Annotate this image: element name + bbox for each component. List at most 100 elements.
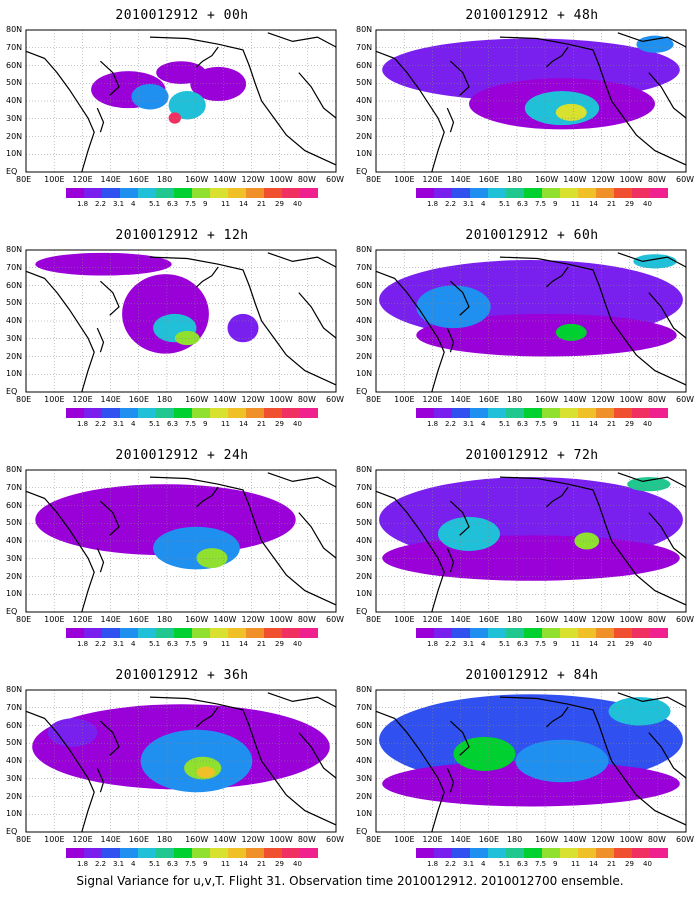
lat-label: 70N — [6, 262, 23, 272]
lat-label: 80N — [356, 465, 373, 474]
colorbar-label: 2.2 — [445, 640, 457, 648]
panel-title: 2010012912 + 60h — [465, 228, 599, 243]
lon-label: 80E — [16, 835, 32, 844]
colorbar-swatch — [650, 188, 668, 198]
lat-label: EQ — [356, 607, 368, 616]
colorbar-swatch — [578, 188, 596, 198]
colorbar-swatch — [102, 188, 120, 198]
colorbar-swatch — [578, 408, 596, 418]
coastline — [99, 60, 120, 96]
variance-region — [453, 736, 516, 771]
colorbar-swatch — [66, 188, 84, 198]
lon-label: 100E — [394, 395, 415, 404]
colorbar-swatch — [210, 408, 228, 418]
lat-label: 70N — [356, 702, 373, 712]
lon-label: 100W — [619, 395, 643, 404]
colorbar — [66, 628, 318, 638]
colorbar-swatch — [434, 628, 452, 638]
colorbar-label: 21 — [257, 640, 266, 648]
lat-label: 60N — [356, 280, 373, 290]
colorbar-swatch — [156, 408, 174, 418]
colorbar-label: 29 — [625, 200, 634, 208]
colorbar-swatch — [84, 188, 102, 198]
lat-label: 30N — [6, 333, 23, 343]
lon-label: 80W — [297, 615, 316, 624]
lat-label: EQ — [6, 827, 18, 836]
lat-label: 50N — [6, 298, 23, 308]
colorbar-swatch — [614, 188, 632, 198]
colorbar-label: 1.8 — [77, 640, 89, 648]
variance-region — [153, 526, 240, 570]
figure-caption: Signal Variance for u,v,T. Flight 31. Ob… — [76, 874, 624, 888]
colorbar-label: 5.1 — [149, 420, 161, 428]
lat-label: 50N — [6, 738, 23, 748]
coastline — [149, 256, 337, 386]
map-plot — [375, 29, 687, 173]
lat-label: 70N — [6, 702, 23, 712]
lon-label: 120W — [241, 835, 265, 844]
lat-label: 30N — [6, 553, 23, 563]
colorbar-label: 3.1 — [113, 860, 125, 868]
colorbar-swatch — [282, 848, 300, 858]
panel-title: 2010012912 + 00h — [115, 8, 249, 23]
colorbar-swatch — [84, 628, 102, 638]
map-panel: 2010012912 + 36h 80N 70N 60N 50N 40N 30N 20N 10N… — [6, 660, 360, 880]
colorbar-swatch — [524, 408, 542, 418]
coastline — [25, 50, 95, 173]
colorbar-label: 1.8 — [427, 200, 439, 208]
lon-label: 120E — [422, 615, 443, 624]
map-plot — [25, 29, 337, 173]
colorbar-label: 21 — [257, 200, 266, 208]
lat-label: 80N — [6, 465, 23, 474]
colorbar-label: 2.2 — [95, 860, 107, 868]
colorbar-label: 14 — [239, 420, 248, 428]
coastline — [196, 486, 219, 508]
colorbar-label: 7.5 — [535, 420, 547, 428]
colorbar-swatch — [210, 628, 228, 638]
colorbar-label: 9 — [203, 640, 208, 648]
colorbar-label: 40 — [293, 420, 302, 428]
lon-label: 100W — [269, 615, 293, 624]
lat-label: 70N — [356, 262, 373, 272]
panel-title: 2010012912 + 12h — [115, 228, 249, 243]
panel-title: 2010012912 + 72h — [465, 448, 599, 463]
colorbar-swatch — [488, 188, 506, 198]
coastline — [375, 270, 445, 393]
colorbar-label: 5.1 — [499, 420, 511, 428]
colorbar-label: 29 — [275, 420, 284, 428]
lat-label: 70N — [6, 42, 23, 52]
colorbar-swatch — [452, 848, 470, 858]
colorbar-label: 6.3 — [517, 200, 529, 208]
lat-label: 80N — [6, 245, 23, 254]
colorbar-swatch — [596, 848, 614, 858]
colorbar-swatch — [282, 188, 300, 198]
colorbar-swatch — [138, 628, 156, 638]
lat-label: 50N — [356, 298, 373, 308]
colorbar-swatch — [650, 408, 668, 418]
lon-label: 160W — [535, 395, 559, 404]
coastline — [196, 266, 219, 288]
colorbar-label: 5.1 — [499, 860, 511, 868]
colorbar-swatch — [120, 188, 138, 198]
lon-label: 120E — [422, 175, 443, 184]
colorbar-label: 3.1 — [113, 420, 125, 428]
coastline — [499, 476, 687, 606]
lon-label: 100W — [619, 175, 643, 184]
variance-region — [196, 548, 228, 568]
variance-region — [174, 330, 200, 346]
lat-label: 20N — [356, 571, 373, 581]
colorbar-label: 2.2 — [95, 640, 107, 648]
lon-label: 120W — [241, 615, 265, 624]
coastline — [449, 500, 470, 536]
colorbar-swatch — [174, 188, 192, 198]
colorbar-swatch — [174, 628, 192, 638]
lon-label: 80W — [297, 835, 316, 844]
lon-label: 80E — [16, 615, 32, 624]
colorbar-label: 29 — [275, 860, 284, 868]
lat-label: 10N — [356, 369, 373, 379]
coastline — [449, 720, 470, 756]
colorbar-label: 2.2 — [95, 420, 107, 428]
lon-label: 160E — [128, 395, 150, 404]
lon-label: 160E — [478, 835, 500, 844]
colorbar-label: 29 — [275, 200, 284, 208]
